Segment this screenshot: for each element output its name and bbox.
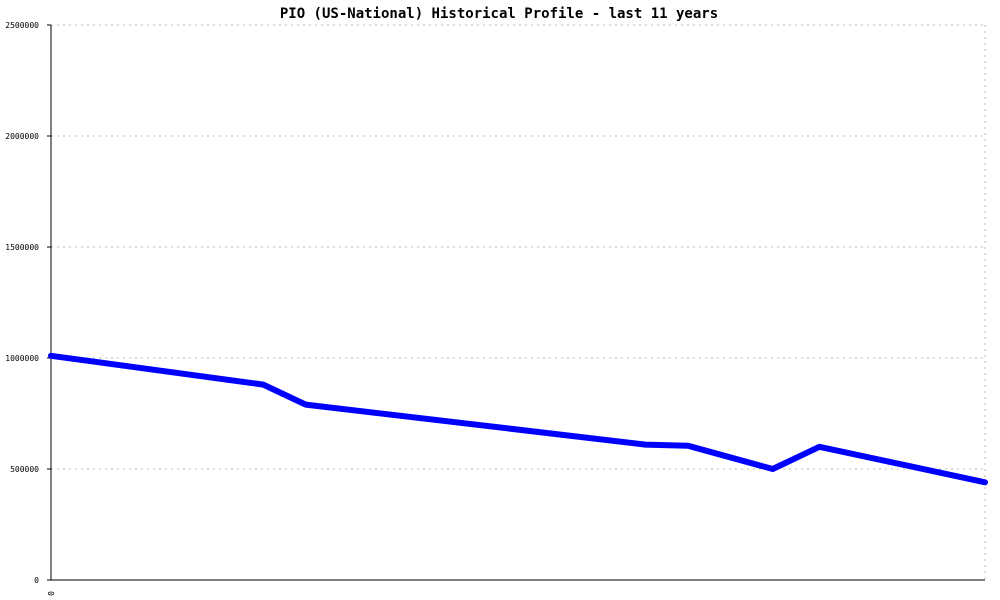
grid [51, 24, 986, 580]
axes [50, 25, 985, 581]
y-tick-label: 2500000 [5, 21, 39, 30]
y-tick-label: 0 [34, 576, 39, 585]
x-axis-ticks: 0 [47, 591, 56, 596]
y-tick-label: 1000000 [5, 354, 39, 363]
series-line [48, 352, 988, 486]
y-tick-label: 500000 [10, 465, 39, 474]
y-tick-label: 1500000 [5, 243, 39, 252]
y-tick-label: 2000000 [5, 132, 39, 141]
chart-title: PIO (US-National) Historical Profile - l… [280, 6, 718, 22]
x-tick-label: 0 [47, 591, 56, 596]
y-axis-ticks: 0 500000 1000000 1500000 2000000 2500000 [5, 21, 51, 585]
series-layer [48, 352, 988, 486]
